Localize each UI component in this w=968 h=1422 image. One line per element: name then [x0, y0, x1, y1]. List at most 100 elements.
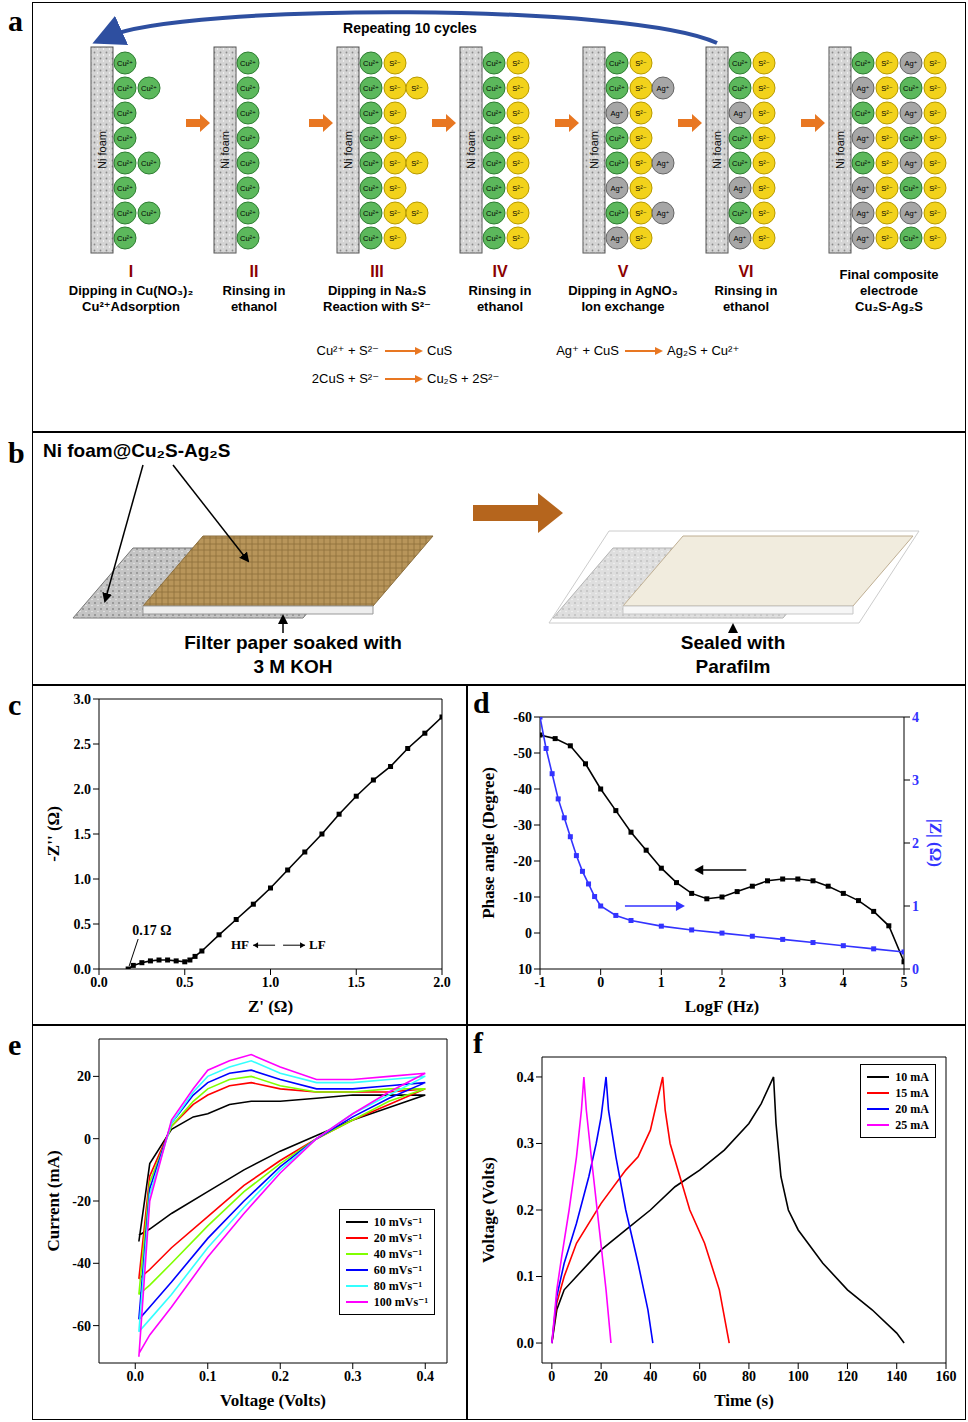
svg-text:-60: -60 [513, 710, 532, 725]
svg-text:Cu²⁺Adsorption: Cu²⁺Adsorption [82, 299, 180, 314]
svg-text:Rinsing in: Rinsing in [469, 283, 532, 298]
svg-text:Cu²⁺: Cu²⁺ [855, 159, 871, 168]
svg-text:electrode: electrode [860, 283, 918, 298]
svg-text:-30: -30 [513, 818, 532, 833]
svg-text:Ag⁺: Ag⁺ [856, 209, 869, 218]
svg-text:Cu²⁺: Cu²⁺ [609, 84, 625, 93]
svg-text:CuS: CuS [427, 343, 453, 358]
svg-text:Cu²⁺: Cu²⁺ [903, 84, 919, 93]
svg-text:Cu²⁺: Cu²⁺ [486, 209, 502, 218]
svg-text:S²⁻: S²⁻ [881, 159, 893, 168]
svg-text:Ag⁺: Ag⁺ [656, 84, 669, 93]
svg-text:Reaction with S²⁻: Reaction with S²⁻ [323, 299, 431, 314]
svg-text:S²⁻: S²⁻ [929, 134, 941, 143]
svg-text:2: 2 [912, 836, 919, 851]
svg-text:II: II [250, 263, 259, 280]
svg-text:Cu²⁺: Cu²⁺ [609, 159, 625, 168]
svg-text:Cu²⁺: Cu²⁺ [240, 184, 256, 193]
svg-text:0.5: 0.5 [74, 917, 92, 932]
svg-text:1: 1 [912, 899, 919, 914]
svg-text:Cu²⁺: Cu²⁺ [141, 209, 157, 218]
svg-text:S²⁻: S²⁻ [881, 234, 893, 243]
svg-text:Ni foam: Ni foam [588, 131, 600, 169]
svg-text:Ni foam: Ni foam [96, 131, 108, 169]
svg-text:|Z| (Ω): |Z| (Ω) [926, 819, 945, 867]
svg-text:Cu²⁺: Cu²⁺ [363, 209, 379, 218]
svg-text:Ag⁺: Ag⁺ [610, 109, 623, 118]
svg-text:0: 0 [548, 1369, 555, 1384]
svg-text:S²⁻: S²⁻ [389, 59, 401, 68]
svg-text:Ag₂S + Cu²⁺: Ag₂S + Cu²⁺ [667, 343, 739, 358]
svg-text:10: 10 [518, 962, 532, 977]
svg-text:Ag⁺: Ag⁺ [856, 184, 869, 193]
svg-text:S²⁻: S²⁻ [635, 209, 647, 218]
svg-text:-40: -40 [513, 782, 532, 797]
svg-text:S²⁻: S²⁻ [512, 134, 524, 143]
svg-text:2.5: 2.5 [74, 737, 92, 752]
svg-text:S²⁻: S²⁻ [758, 109, 770, 118]
svg-text:Cu²⁺: Cu²⁺ [117, 134, 133, 143]
svg-text:Ag⁺: Ag⁺ [733, 234, 746, 243]
svg-text:Cu²⁺: Cu²⁺ [732, 159, 748, 168]
svg-text:Phase angle (Degree): Phase angle (Degree) [479, 767, 498, 919]
svg-text:LogF (Hz): LogF (Hz) [685, 997, 759, 1016]
svg-text:20: 20 [594, 1369, 608, 1384]
svg-text:S²⁻: S²⁻ [512, 209, 524, 218]
svg-text:S²⁻: S²⁻ [635, 84, 647, 93]
svg-text:0.0: 0.0 [90, 975, 108, 990]
svg-text:-60: -60 [72, 1319, 91, 1334]
svg-text:Ag⁺: Ag⁺ [856, 234, 869, 243]
svg-text:HF: HF [231, 937, 249, 952]
svg-text:1: 1 [658, 975, 665, 990]
svg-text:Cu²⁺: Cu²⁺ [363, 159, 379, 168]
svg-text:Ag⁺: Ag⁺ [856, 134, 869, 143]
svg-text:Cu²⁺: Cu²⁺ [855, 59, 871, 68]
svg-text:S²⁻: S²⁻ [512, 159, 524, 168]
svg-text:Cu²⁺: Cu²⁺ [240, 134, 256, 143]
svg-text:80: 80 [742, 1369, 756, 1384]
svg-text:3: 3 [912, 773, 919, 788]
svg-text:ethanol: ethanol [477, 299, 523, 314]
svg-text:3.0: 3.0 [74, 692, 92, 707]
svg-text:S²⁻: S²⁻ [411, 84, 423, 93]
svg-text:Cu²⁺: Cu²⁺ [486, 159, 502, 168]
svg-text:Cu²⁺: Cu²⁺ [732, 209, 748, 218]
svg-text:Cu²⁺: Cu²⁺ [486, 134, 502, 143]
svg-text:Repeating 10 cycles: Repeating 10 cycles [343, 20, 477, 36]
svg-text:Cu²⁺: Cu²⁺ [363, 109, 379, 118]
svg-text:1.5: 1.5 [74, 827, 92, 842]
svg-text:Cu²⁺: Cu²⁺ [240, 84, 256, 93]
svg-text:-40: -40 [72, 1256, 91, 1271]
svg-text:Cu²⁺: Cu²⁺ [363, 184, 379, 193]
svg-text:Cu²⁺: Cu²⁺ [732, 84, 748, 93]
svg-text:0.1: 0.1 [199, 1369, 217, 1384]
svg-text:S²⁻: S²⁻ [389, 159, 401, 168]
svg-text:S²⁻: S²⁻ [929, 209, 941, 218]
svg-text:4: 4 [912, 710, 919, 725]
svg-text:Cu²⁺: Cu²⁺ [486, 184, 502, 193]
svg-text:4: 4 [840, 975, 847, 990]
svg-text:S²⁻: S²⁻ [881, 59, 893, 68]
svg-text:Cu₂S + 2S²⁻: Cu₂S + 2S²⁻ [427, 371, 499, 386]
svg-text:S²⁻: S²⁻ [512, 84, 524, 93]
svg-text:-20: -20 [72, 1194, 91, 1209]
svg-text:Rinsing in: Rinsing in [223, 283, 286, 298]
svg-text:S²⁻: S²⁻ [389, 209, 401, 218]
svg-text:S²⁻: S²⁻ [929, 184, 941, 193]
svg-text:Sealed with: Sealed with [681, 632, 786, 653]
svg-text:Cu²⁺: Cu²⁺ [486, 84, 502, 93]
svg-text:VI: VI [738, 263, 753, 280]
svg-text:S²⁻: S²⁻ [512, 234, 524, 243]
svg-text:Ni foam: Ni foam [465, 131, 477, 169]
svg-text:Ag⁺: Ag⁺ [904, 109, 917, 118]
svg-text:S²⁻: S²⁻ [635, 159, 647, 168]
svg-text:S²⁻: S²⁻ [929, 159, 941, 168]
svg-text:0.0: 0.0 [74, 962, 92, 977]
svg-text:S²⁻: S²⁻ [635, 234, 647, 243]
svg-text:2.0: 2.0 [74, 782, 92, 797]
svg-text:S²⁻: S²⁻ [389, 109, 401, 118]
svg-text:Cu²⁺: Cu²⁺ [240, 109, 256, 118]
svg-text:Cu²⁺: Cu²⁺ [732, 59, 748, 68]
svg-text:Ag⁺: Ag⁺ [904, 159, 917, 168]
svg-text:Cu²⁺: Cu²⁺ [486, 109, 502, 118]
